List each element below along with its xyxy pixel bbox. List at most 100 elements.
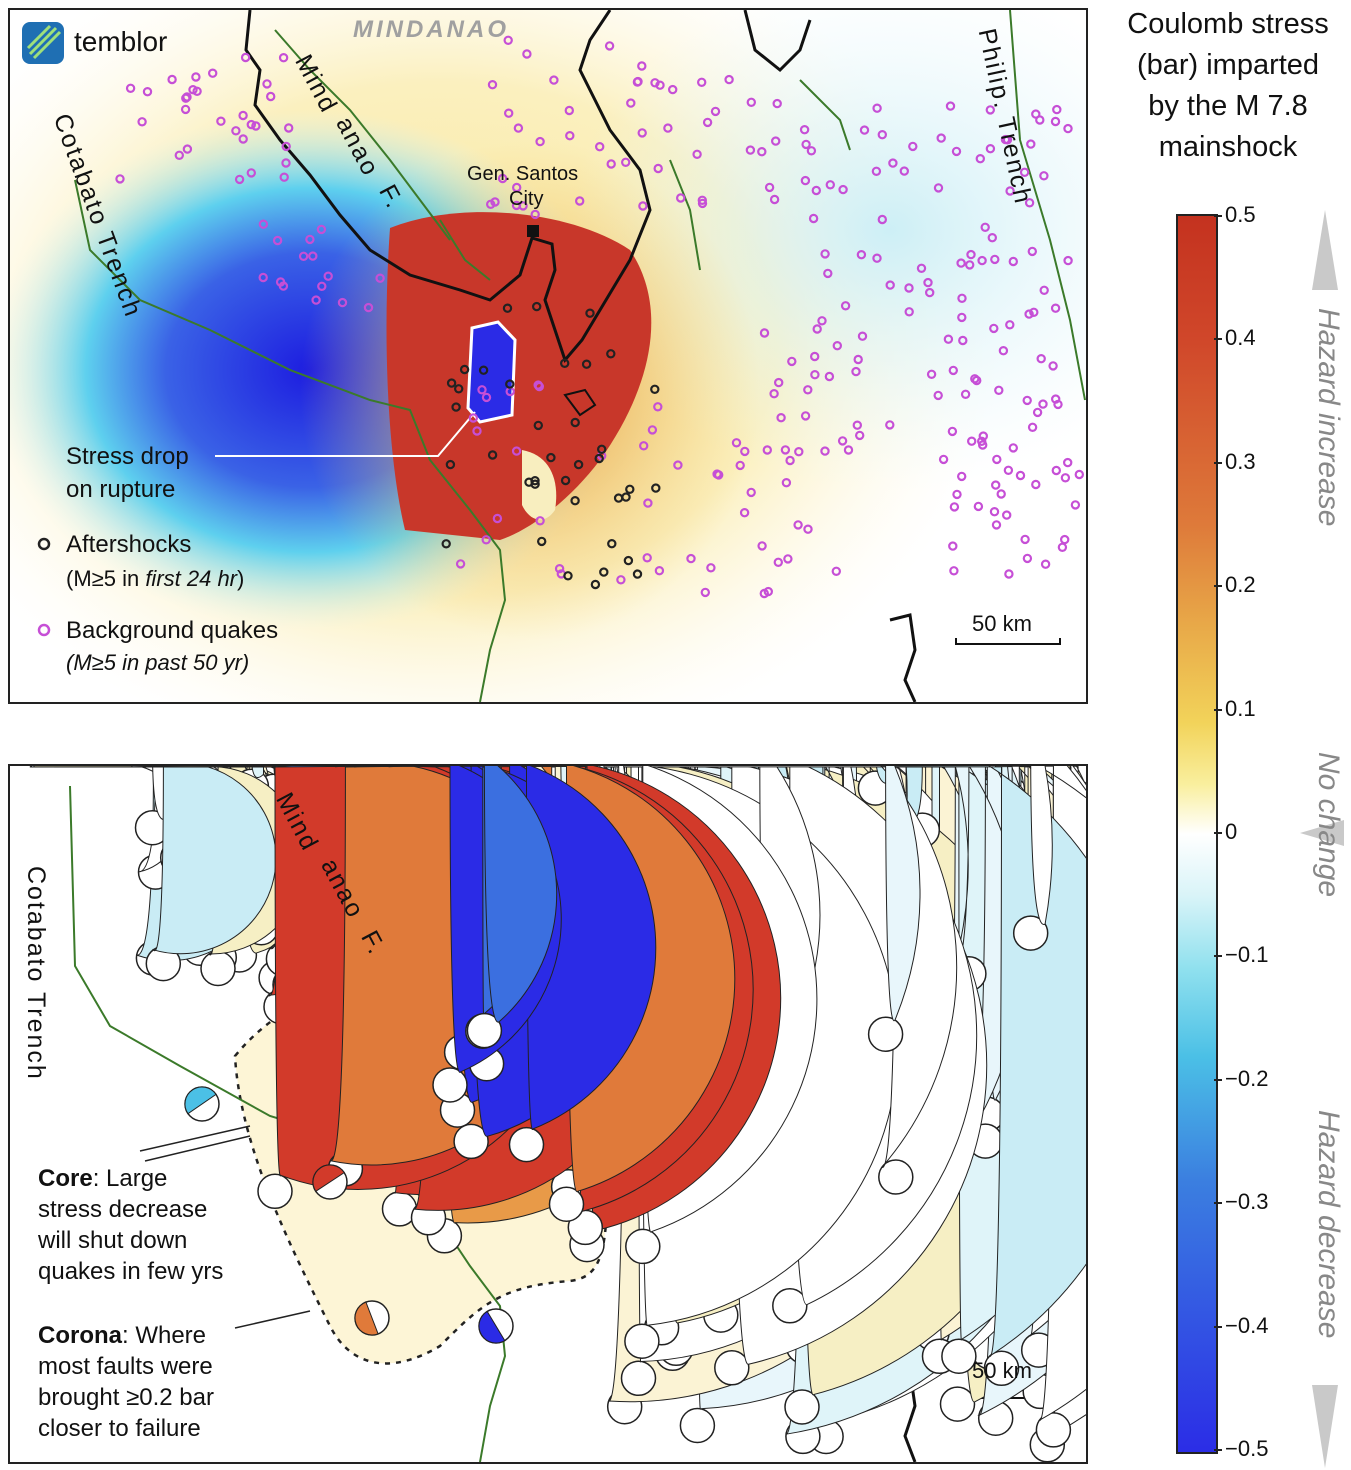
- background-quake-marker: [764, 182, 775, 193]
- background-quake-marker: [455, 559, 466, 569]
- background-quake-marker: [638, 201, 648, 211]
- aftershocks-layer: [441, 301, 661, 590]
- focal-mechanism: [388, 766, 657, 1163]
- rupture-patch: [466, 320, 517, 424]
- focal-mechanism: [145, 766, 277, 982]
- background-quake-marker: [840, 301, 851, 311]
- background-quake-marker: [877, 129, 888, 140]
- aftershock-marker: [560, 358, 570, 368]
- colorbar-tick: [1214, 955, 1222, 958]
- background-quake-marker: [757, 146, 767, 157]
- background-quake-marker: [472, 426, 482, 436]
- hazard-increase-label: Hazard increase: [1312, 308, 1345, 527]
- background-quake-marker: [522, 49, 532, 59]
- background-quake-marker: [933, 390, 943, 401]
- focal-mechanism-quadrant: [70, 766, 175, 821]
- corona-leader: [234, 1310, 311, 1329]
- background-quake-marker: [724, 74, 734, 85]
- focal-mechanism-outline: [772, 1288, 808, 1324]
- background-quake-marker: [653, 402, 663, 412]
- background-quake-marker: [1063, 123, 1073, 134]
- focal-mechanism-outline: [939, 1386, 976, 1422]
- background-quake-marker: [487, 79, 498, 90]
- focal-mechanism-outline: [200, 950, 236, 987]
- colorbar-tick-label: 0.4: [1225, 325, 1256, 351]
- city-label-1: Gen. Santos: [467, 163, 579, 185]
- background-quake-marker: [637, 128, 647, 138]
- background-quake-marker: [885, 420, 895, 430]
- background-quake-marker: [468, 413, 478, 423]
- arrow-left-icon: [1300, 820, 1344, 846]
- background-quake-marker: [535, 516, 545, 526]
- background-quake-marker: [783, 554, 793, 564]
- background-quake-marker: [1036, 354, 1046, 364]
- background-quake-marker: [987, 232, 998, 243]
- background-quake-marker: [991, 480, 1001, 490]
- focal-mechanism-quadrant: [354, 1301, 379, 1336]
- colorbar-tick: [1214, 1325, 1222, 1328]
- background-quake-marker: [872, 253, 882, 263]
- background-quake-marker: [1024, 198, 1035, 208]
- background-quake-marker: [746, 487, 756, 498]
- background-quake-marker: [1026, 139, 1036, 149]
- fault-segment: [669, 159, 701, 271]
- background-quake-marker: [1050, 394, 1061, 404]
- colorbar: [1176, 214, 1218, 1454]
- background-quake-marker: [697, 198, 708, 209]
- background-quake-marker: [852, 420, 863, 430]
- background-quake-marker: [745, 145, 756, 155]
- focal-mechanism-outline: [941, 1338, 977, 1374]
- aftershock-marker: [570, 417, 580, 428]
- colorbar-tick: [1214, 585, 1222, 588]
- background-quake-marker: [1062, 457, 1073, 468]
- background-quake-marker: [899, 166, 910, 176]
- background-quake-marker: [967, 436, 977, 446]
- background-quake-marker: [363, 302, 374, 313]
- aftershock-marker: [623, 555, 634, 566]
- background-quake-marker: [1008, 256, 1019, 267]
- background-quake-marker: [182, 144, 193, 154]
- background-quake-marker: [1027, 246, 1038, 257]
- aftershock-marker: [502, 303, 513, 313]
- background-quake-marker: [621, 157, 631, 167]
- colorbar-tick-label: −0.1: [1225, 942, 1269, 968]
- background-quake-marker: [1032, 407, 1043, 418]
- background-quake-marker: [991, 520, 1002, 530]
- aftershock-marker: [581, 359, 592, 369]
- city-marker: [527, 225, 539, 237]
- background-quake-marker: [985, 143, 996, 154]
- aftershock-marker: [537, 536, 547, 547]
- background-quake-marker: [800, 411, 811, 421]
- background-quake-marker: [642, 553, 652, 563]
- background-quake-marker: [125, 83, 136, 94]
- background-quake-marker: [769, 194, 780, 205]
- core-line-3: will shut down: [38, 1227, 188, 1254]
- background-quake-marker: [759, 588, 770, 599]
- temblor-logo-text: temblor: [74, 26, 168, 57]
- background-quake-marker: [676, 193, 686, 203]
- background-quake-marker: [994, 385, 1004, 395]
- scale-label-top: 50 km: [972, 611, 1032, 636]
- background-quake-marker: [857, 331, 868, 341]
- background-quake-marker: [960, 389, 971, 399]
- background-quake-marker: [970, 374, 980, 384]
- background-quake-marker: [647, 425, 658, 435]
- colorbar-tick: [1214, 708, 1222, 711]
- hazard-decrease-label: Hazard decrease: [1312, 1110, 1345, 1339]
- background-quake-marker: [284, 123, 294, 133]
- corona-line-4: closer to failure: [38, 1415, 201, 1442]
- background-quake-marker: [780, 445, 791, 455]
- background-quake-marker: [837, 436, 848, 446]
- background-quake-marker: [1052, 104, 1062, 115]
- background-quake-marker: [604, 41, 615, 51]
- background-quake-marker: [167, 74, 177, 85]
- colorbar-title-1: Coulomb stress: [1127, 8, 1329, 40]
- colorbar-tick-label: 0.5: [1225, 202, 1256, 227]
- aftershock-marker: [451, 402, 461, 412]
- focal-mechanism-quadrant: [273, 766, 558, 1023]
- stress-map-top: temblor MINDANAO Gen. Santos City Mind a…: [8, 8, 1088, 704]
- logo-stroke: [26, 24, 62, 60]
- focal-mechanism-outline: [620, 1360, 657, 1397]
- background-quake-marker: [317, 281, 327, 291]
- background-quake-marker: [174, 150, 184, 160]
